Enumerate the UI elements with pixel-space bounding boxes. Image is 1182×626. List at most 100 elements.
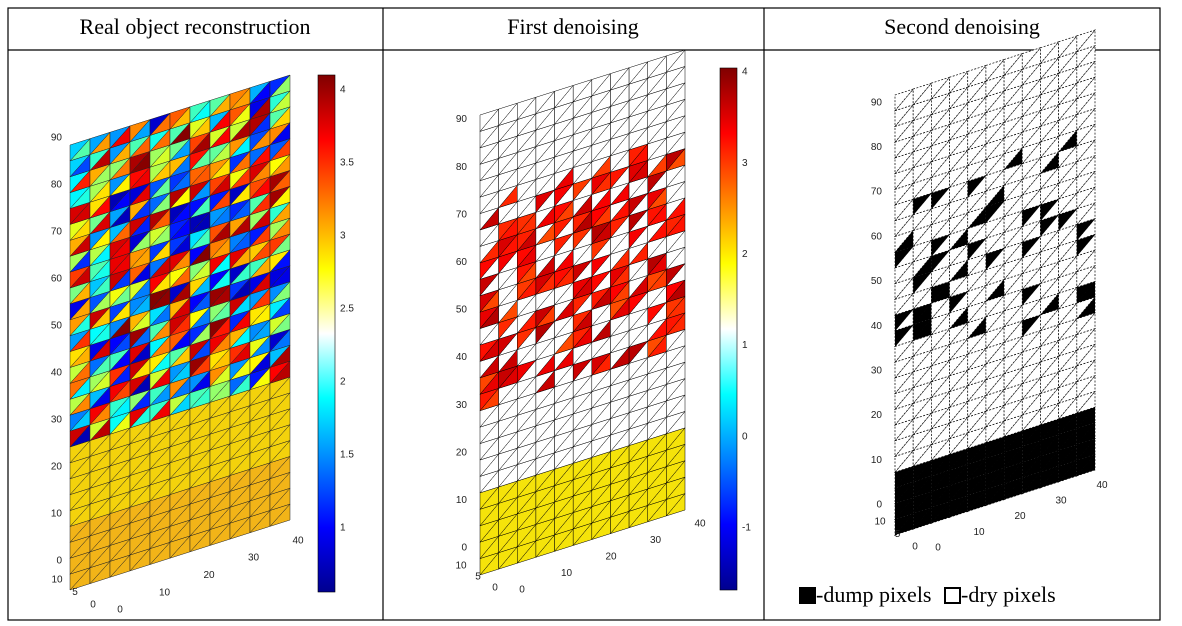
mesh-triangle — [647, 55, 668, 79]
mesh-triangle — [1040, 418, 1060, 442]
mesh-triangle — [1040, 119, 1060, 143]
mesh-triangle — [912, 255, 933, 279]
z-tick-label: 50 — [51, 321, 63, 332]
mesh-triangle — [894, 418, 915, 442]
mesh-triangle — [985, 200, 1006, 224]
mesh-triangle — [967, 394, 987, 419]
mesh-triangle — [894, 182, 915, 206]
mesh-triangle — [1003, 178, 1024, 202]
mesh-triangle — [1040, 166, 1060, 191]
mesh-triangle — [931, 312, 951, 336]
mesh-triangle — [912, 475, 933, 499]
mesh-triangle — [1021, 47, 1042, 71]
mesh-triangle — [967, 473, 987, 497]
mesh-triangle — [1003, 445, 1024, 470]
mesh-triangle — [912, 506, 933, 531]
mesh-triangle — [931, 265, 951, 289]
mesh-triangle — [1058, 113, 1078, 138]
mesh-triangle — [967, 269, 987, 293]
z-tick-label: 40 — [871, 321, 883, 332]
mesh-triangle — [1058, 333, 1078, 358]
mesh-triangle — [1021, 377, 1042, 401]
z-tick-label: 70 — [51, 227, 63, 238]
z-tick-label: 60 — [456, 257, 468, 268]
mesh-triangle — [1076, 265, 1097, 289]
mesh-triangle — [931, 296, 951, 320]
mesh-triangle — [912, 459, 933, 483]
mesh-triangle — [1040, 56, 1060, 81]
mesh-triangle — [912, 333, 933, 358]
mesh-triangle — [628, 61, 649, 85]
mesh-triangle — [949, 117, 969, 142]
z-tick-label: 0 — [876, 500, 882, 511]
mesh-triangle — [912, 176, 933, 201]
mesh-triangle — [1021, 314, 1042, 338]
mesh-triangle — [949, 416, 969, 440]
mesh — [479, 49, 686, 576]
z-tick-label: 20 — [456, 447, 468, 458]
mesh-triangle — [912, 98, 933, 122]
mesh-triangle — [949, 102, 969, 126]
mesh-triangle — [967, 80, 987, 104]
mesh-triangle — [967, 426, 987, 450]
mesh-triangle — [1040, 41, 1060, 65]
mesh-triangle — [1058, 176, 1078, 200]
mesh-triangle — [1003, 477, 1024, 501]
mesh-triangle — [985, 404, 1006, 428]
mesh-triangle — [985, 483, 1006, 507]
mesh-triangle — [1003, 382, 1024, 407]
panel-title: Real object reconstruction — [80, 14, 311, 39]
mesh-triangle — [1003, 414, 1024, 438]
mesh-triangle — [894, 198, 915, 222]
mesh-triangle — [1003, 68, 1024, 92]
mesh-triangle — [912, 365, 933, 389]
mesh-triangle — [985, 247, 1006, 271]
mesh-triangle — [894, 402, 915, 426]
colorbar-tick-label: 2 — [340, 377, 346, 388]
mesh-triangle — [1021, 282, 1042, 307]
mesh — [893, 29, 1097, 536]
z-tick-label: 80 — [51, 180, 63, 191]
colorbar — [719, 67, 738, 591]
mesh-triangle — [1058, 129, 1078, 153]
mesh-triangle — [912, 302, 933, 326]
mesh-triangle — [894, 214, 915, 238]
colorbar-tick-label: 2 — [742, 249, 748, 260]
mesh-triangle — [1003, 430, 1024, 454]
mesh-triangle — [1003, 52, 1024, 77]
mesh-triangle — [209, 93, 231, 117]
mesh-triangle — [931, 249, 951, 273]
x-tick-label: 40 — [694, 519, 706, 530]
z-tick-label: 20 — [51, 462, 63, 473]
mesh-triangle — [894, 104, 915, 128]
mesh-triangle — [931, 375, 951, 399]
z-tick-label: 90 — [871, 97, 883, 108]
mesh-triangle — [1058, 302, 1078, 326]
mesh-triangle — [967, 127, 987, 151]
mesh-triangle — [1058, 270, 1078, 295]
mesh-triangle — [894, 135, 915, 159]
x-tick-label: 0 — [117, 605, 123, 616]
mesh-triangle — [1058, 428, 1078, 452]
mesh-triangle — [949, 259, 969, 283]
mesh-triangle — [931, 155, 951, 179]
mesh-triangle — [1058, 365, 1078, 389]
mesh-triangle — [931, 485, 951, 509]
mesh-triangle — [1021, 235, 1042, 259]
mesh-triangle — [189, 99, 211, 124]
mesh-triangle — [1058, 239, 1078, 263]
mesh-triangle — [985, 451, 1006, 475]
mesh-triangle — [1040, 433, 1060, 458]
mesh-triangle — [985, 184, 1006, 208]
z-tick-label: 70 — [871, 187, 883, 198]
mesh-triangle — [931, 390, 951, 415]
mesh-triangle — [1021, 62, 1042, 87]
mesh-triangle — [985, 310, 1006, 334]
colorbar-tick-label: 4 — [340, 85, 346, 96]
mesh-triangle — [1003, 288, 1024, 312]
mesh-triangle — [967, 284, 987, 309]
mesh-triangle — [967, 237, 987, 261]
mesh-triangle — [912, 145, 933, 169]
mesh-triangle — [912, 129, 933, 153]
mesh-triangle — [1021, 204, 1042, 228]
